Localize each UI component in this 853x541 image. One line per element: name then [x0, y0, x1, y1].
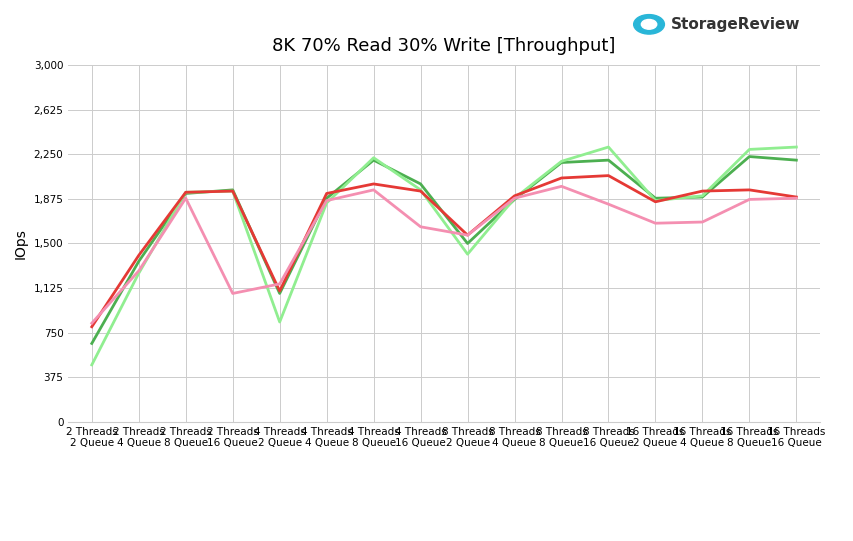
QNAP TVS-h874 WD Red Pro 22TB RAID6 SMB: [461, 240, 472, 247]
QNAP TVS-h874 WD Red Pro 22TB RAID6 iSCSI: [790, 144, 800, 150]
QNAP TVS-h874 WD Red Pro 22TB RAID6 SMB: [180, 190, 190, 197]
Title: 8K 70% Read 30% Write [Throughput]: 8K 70% Read 30% Write [Throughput]: [272, 37, 615, 55]
QNAP TVS-h874 WD Red Pro 22TB RAID6 SMB: [415, 181, 425, 187]
QNAP TVS-h1288x WD Red Pro 22TB RAID6 iSCSI: [227, 290, 237, 296]
QNAP TVS-h874 WD Red Pro 22TB RAID6 iSCSI: [415, 187, 425, 193]
QNAP TVS-h1288x WD Red Pro 22TB RAID6 SMB: [87, 324, 97, 330]
QNAP TVS-h1288x WD Red Pro 22TB RAID6 iSCSI: [743, 196, 753, 203]
QNAP TVS-h1288x WD Red Pro 22TB RAID6 SMB: [227, 188, 237, 194]
Y-axis label: IOps: IOps: [14, 228, 28, 259]
QNAP TVS-h1288x WD Red Pro 22TB RAID6 SMB: [133, 252, 143, 259]
QNAP TVS-h1288x WD Red Pro 22TB RAID6 SMB: [555, 175, 566, 181]
QNAP TVS-h1288x WD Red Pro 22TB RAID6 SMB: [696, 188, 706, 194]
QNAP TVS-h874 WD Red Pro 22TB RAID6 SMB: [650, 195, 660, 201]
QNAP TVS-h1288x WD Red Pro 22TB RAID6 iSCSI: [790, 195, 800, 201]
QNAP TVS-h1288x WD Red Pro 22TB RAID6 SMB: [321, 190, 331, 197]
QNAP TVS-h874 WD Red Pro 22TB RAID6 SMB: [275, 290, 285, 296]
QNAP TVS-h874 WD Red Pro 22TB RAID6 SMB: [133, 258, 143, 265]
QNAP TVS-h1288x WD Red Pro 22TB RAID6 iSCSI: [650, 220, 660, 227]
QNAP TVS-h1288x WD Red Pro 22TB RAID6 iSCSI: [180, 195, 190, 201]
QNAP TVS-h874 WD Red Pro 22TB RAID6 SMB: [602, 157, 612, 163]
QNAP TVS-h1288x WD Red Pro 22TB RAID6 SMB: [508, 193, 519, 199]
QNAP TVS-h1288x WD Red Pro 22TB RAID6 SMB: [180, 189, 190, 195]
QNAP TVS-h874 WD Red Pro 22TB RAID6 iSCSI: [743, 146, 753, 153]
QNAP TVS-h874 WD Red Pro 22TB RAID6 iSCSI: [461, 251, 472, 258]
QNAP TVS-h874 WD Red Pro 22TB RAID6 SMB: [555, 159, 566, 166]
QNAP TVS-h874 WD Red Pro 22TB RAID6 iSCSI: [508, 195, 519, 201]
Line: QNAP TVS-h1288x WD Red Pro 22TB RAID6 SMB: QNAP TVS-h1288x WD Red Pro 22TB RAID6 SM…: [92, 176, 795, 327]
QNAP TVS-h874 WD Red Pro 22TB RAID6 SMB: [696, 194, 706, 200]
QNAP TVS-h1288x WD Red Pro 22TB RAID6 SMB: [650, 199, 660, 205]
QNAP TVS-h1288x WD Red Pro 22TB RAID6 SMB: [275, 288, 285, 294]
QNAP TVS-h874 WD Red Pro 22TB RAID6 SMB: [321, 195, 331, 201]
QNAP TVS-h874 WD Red Pro 22TB RAID6 SMB: [368, 157, 378, 163]
QNAP TVS-h1288x WD Red Pro 22TB RAID6 iSCSI: [461, 232, 472, 239]
QNAP TVS-h874 WD Red Pro 22TB RAID6 SMB: [87, 340, 97, 347]
QNAP TVS-h874 WD Red Pro 22TB RAID6 iSCSI: [321, 200, 331, 206]
QNAP TVS-h874 WD Red Pro 22TB RAID6 SMB: [790, 157, 800, 163]
QNAP TVS-h874 WD Red Pro 22TB RAID6 iSCSI: [133, 270, 143, 276]
QNAP TVS-h1288x WD Red Pro 22TB RAID6 iSCSI: [602, 201, 612, 207]
QNAP TVS-h874 WD Red Pro 22TB RAID6 iSCSI: [602, 144, 612, 150]
QNAP TVS-h874 WD Red Pro 22TB RAID6 iSCSI: [180, 189, 190, 195]
QNAP TVS-h1288x WD Red Pro 22TB RAID6 iSCSI: [275, 281, 285, 287]
QNAP TVS-h874 WD Red Pro 22TB RAID6 iSCSI: [87, 361, 97, 368]
Line: QNAP TVS-h1288x WD Red Pro 22TB RAID6 iSCSI: QNAP TVS-h1288x WD Red Pro 22TB RAID6 iS…: [92, 186, 795, 323]
QNAP TVS-h1288x WD Red Pro 22TB RAID6 SMB: [461, 232, 472, 239]
QNAP TVS-h874 WD Red Pro 22TB RAID6 SMB: [227, 187, 237, 193]
QNAP TVS-h874 WD Red Pro 22TB RAID6 iSCSI: [650, 197, 660, 204]
QNAP TVS-h874 WD Red Pro 22TB RAID6 iSCSI: [368, 155, 378, 161]
Text: StorageReview: StorageReview: [670, 17, 799, 32]
Line: QNAP TVS-h874 WD Red Pro 22TB RAID6 SMB: QNAP TVS-h874 WD Red Pro 22TB RAID6 SMB: [92, 156, 795, 344]
QNAP TVS-h874 WD Red Pro 22TB RAID6 iSCSI: [275, 319, 285, 325]
Line: QNAP TVS-h874 WD Red Pro 22TB RAID6 iSCSI: QNAP TVS-h874 WD Red Pro 22TB RAID6 iSCS…: [92, 147, 795, 365]
QNAP TVS-h1288x WD Red Pro 22TB RAID6 SMB: [415, 188, 425, 194]
QNAP TVS-h1288x WD Red Pro 22TB RAID6 iSCSI: [696, 219, 706, 225]
QNAP TVS-h874 WD Red Pro 22TB RAID6 SMB: [743, 153, 753, 160]
QNAP TVS-h1288x WD Red Pro 22TB RAID6 SMB: [743, 187, 753, 193]
QNAP TVS-h1288x WD Red Pro 22TB RAID6 iSCSI: [321, 197, 331, 204]
QNAP TVS-h874 WD Red Pro 22TB RAID6 SMB: [508, 196, 519, 203]
QNAP TVS-h874 WD Red Pro 22TB RAID6 iSCSI: [227, 188, 237, 194]
QNAP TVS-h1288x WD Red Pro 22TB RAID6 SMB: [790, 194, 800, 200]
QNAP TVS-h1288x WD Red Pro 22TB RAID6 SMB: [602, 173, 612, 179]
QNAP TVS-h1288x WD Red Pro 22TB RAID6 iSCSI: [368, 187, 378, 193]
QNAP TVS-h1288x WD Red Pro 22TB RAID6 iSCSI: [508, 195, 519, 201]
QNAP TVS-h874 WD Red Pro 22TB RAID6 iSCSI: [696, 193, 706, 199]
QNAP TVS-h874 WD Red Pro 22TB RAID6 iSCSI: [555, 158, 566, 164]
QNAP TVS-h1288x WD Red Pro 22TB RAID6 SMB: [368, 181, 378, 187]
QNAP TVS-h1288x WD Red Pro 22TB RAID6 iSCSI: [87, 320, 97, 326]
QNAP TVS-h1288x WD Red Pro 22TB RAID6 iSCSI: [133, 268, 143, 274]
QNAP TVS-h1288x WD Red Pro 22TB RAID6 iSCSI: [555, 183, 566, 189]
QNAP TVS-h1288x WD Red Pro 22TB RAID6 iSCSI: [415, 223, 425, 230]
